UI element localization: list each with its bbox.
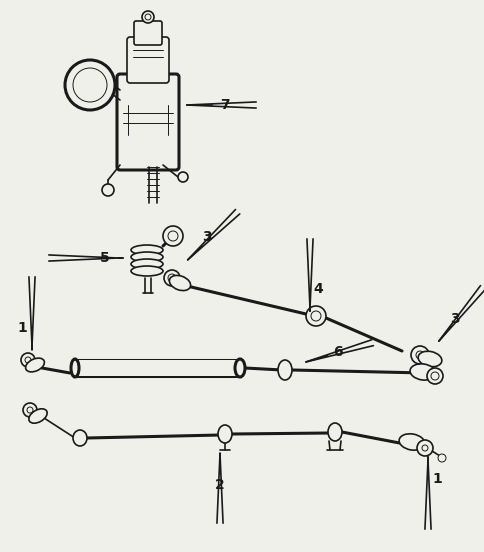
Ellipse shape	[29, 409, 47, 423]
Circle shape	[163, 226, 182, 246]
Circle shape	[25, 357, 31, 363]
Ellipse shape	[26, 358, 45, 372]
Circle shape	[145, 14, 151, 20]
Circle shape	[415, 351, 423, 359]
Text: 4: 4	[312, 282, 322, 296]
Circle shape	[164, 270, 180, 286]
Ellipse shape	[417, 351, 441, 367]
Text: 3: 3	[201, 230, 211, 244]
Circle shape	[421, 445, 427, 451]
Circle shape	[167, 231, 178, 241]
Circle shape	[426, 368, 442, 384]
Text: 3: 3	[449, 312, 459, 326]
Ellipse shape	[398, 434, 424, 450]
Ellipse shape	[131, 252, 163, 262]
Ellipse shape	[131, 266, 163, 276]
Ellipse shape	[73, 430, 87, 446]
Ellipse shape	[71, 359, 79, 377]
Text: 5: 5	[100, 251, 110, 265]
Text: 1: 1	[17, 321, 27, 335]
Circle shape	[167, 274, 176, 282]
Circle shape	[142, 11, 154, 23]
Ellipse shape	[327, 423, 341, 441]
Circle shape	[178, 172, 188, 182]
Ellipse shape	[217, 425, 231, 443]
Circle shape	[27, 407, 33, 413]
Circle shape	[305, 306, 325, 326]
Polygon shape	[75, 360, 240, 376]
Text: 1: 1	[431, 472, 441, 486]
Circle shape	[21, 353, 35, 367]
FancyBboxPatch shape	[127, 37, 168, 83]
Text: 7: 7	[220, 98, 229, 112]
Circle shape	[430, 372, 438, 380]
FancyBboxPatch shape	[117, 74, 179, 170]
Circle shape	[65, 60, 115, 110]
Circle shape	[102, 184, 114, 196]
Text: 2: 2	[215, 478, 225, 492]
Circle shape	[23, 403, 37, 417]
Circle shape	[410, 346, 428, 364]
Text: 6: 6	[333, 345, 342, 359]
Ellipse shape	[277, 360, 291, 380]
Circle shape	[73, 68, 107, 102]
Ellipse shape	[169, 275, 190, 290]
Ellipse shape	[235, 359, 244, 377]
Ellipse shape	[409, 364, 435, 380]
FancyBboxPatch shape	[134, 21, 162, 45]
Ellipse shape	[131, 245, 163, 255]
Ellipse shape	[131, 259, 163, 269]
Circle shape	[416, 440, 432, 456]
Circle shape	[310, 311, 320, 321]
Circle shape	[437, 454, 445, 462]
